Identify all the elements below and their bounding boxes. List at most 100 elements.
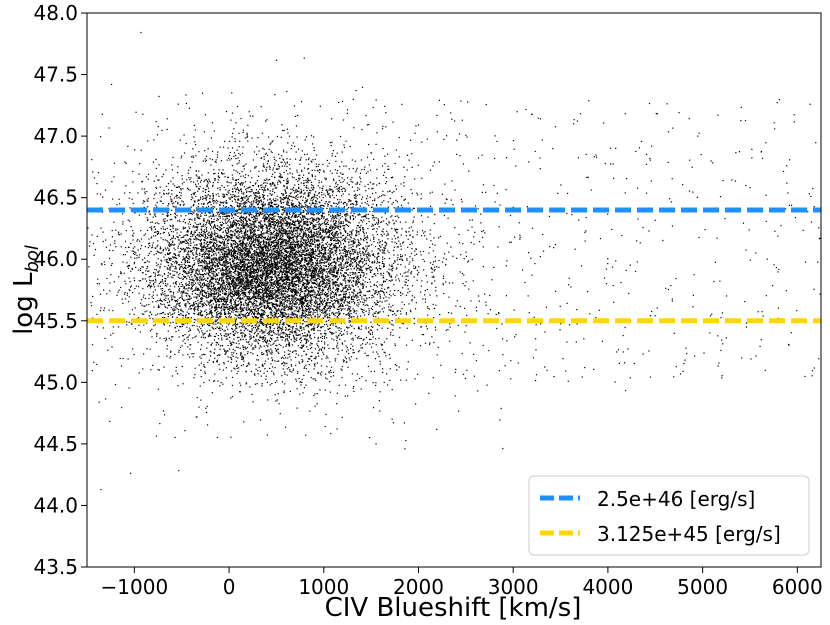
scatter-point [376, 268, 379, 270]
scatter-point [297, 334, 299, 336]
scatter-point [335, 222, 337, 224]
scatter-point [333, 217, 336, 220]
scatter-point [348, 286, 350, 288]
scatter-point [377, 270, 379, 272]
scatter-point [154, 324, 156, 326]
scatter-point [224, 330, 226, 332]
scatter-point [125, 247, 127, 249]
scatter-point [175, 229, 177, 231]
scatter-point [274, 187, 276, 189]
scatter-point [209, 288, 212, 290]
scatter-point [242, 250, 244, 252]
scatter-point [387, 191, 389, 193]
scatter-point [171, 164, 173, 166]
scatter-point [256, 312, 259, 314]
scatter-point [144, 278, 146, 280]
scatter-point [304, 223, 306, 225]
scatter-point [238, 160, 240, 162]
scatter-point [342, 187, 344, 189]
scatter-point [139, 254, 141, 256]
scatter-point [421, 234, 423, 237]
scatter-point [281, 241, 284, 243]
scatter-point [260, 321, 262, 323]
scatter-point [244, 272, 247, 274]
scatter-point [224, 264, 227, 267]
scatter-point [326, 296, 328, 298]
scatter-point [222, 262, 224, 264]
scatter-point [154, 222, 157, 224]
scatter-point [292, 278, 294, 280]
scatter-point [337, 353, 339, 355]
scatter-point [250, 240, 252, 242]
scatter-point [306, 210, 308, 212]
scatter-point [696, 196, 699, 198]
scatter-point [189, 264, 191, 267]
scatter-point [245, 323, 247, 325]
scatter-point [304, 311, 306, 313]
scatter-point [319, 294, 321, 296]
scatter-point [308, 251, 310, 253]
scatter-point [204, 366, 206, 368]
scatter-point [232, 221, 234, 223]
scatter-point [317, 263, 319, 265]
scatter-point [244, 282, 246, 284]
scatter-point [318, 293, 320, 295]
scatter-point [294, 283, 296, 285]
scatter-point [349, 324, 351, 326]
scatter-point [263, 233, 265, 235]
scatter-point [337, 238, 339, 241]
scatter-point [318, 297, 320, 299]
scatter-point [219, 385, 221, 387]
scatter-point [200, 399, 202, 401]
scatter-point [215, 333, 217, 335]
scatter-point [364, 264, 366, 266]
scatter-point [269, 325, 271, 328]
scatter-point [236, 232, 238, 234]
scatter-point [268, 351, 270, 353]
scatter-point [231, 327, 233, 330]
scatter-point [365, 190, 367, 192]
scatter-point [261, 249, 263, 251]
scatter-point [221, 272, 223, 274]
scatter-point [254, 275, 256, 277]
scatter-point [296, 334, 298, 336]
scatter-point [424, 301, 427, 303]
scatter-point [229, 234, 231, 236]
scatter-point [320, 292, 322, 294]
scatter-point [290, 246, 292, 248]
scatter-point [344, 246, 347, 248]
scatter-point [246, 269, 248, 271]
scatter-point [456, 153, 458, 156]
scatter-point [246, 284, 248, 287]
scatter-point [231, 266, 233, 268]
scatter-point [357, 271, 359, 274]
scatter-point [392, 121, 394, 123]
scatter-point [172, 274, 174, 276]
scatter-point [165, 249, 167, 251]
scatter-point [272, 253, 275, 255]
scatter-point [189, 265, 191, 268]
scatter-point [262, 296, 264, 298]
scatter-point [357, 275, 359, 277]
scatter-point [350, 264, 352, 266]
scatter-point [304, 278, 306, 280]
scatter-point [384, 163, 386, 165]
scatter-point [247, 198, 249, 200]
scatter-point [233, 221, 235, 223]
scatter-point [223, 226, 225, 229]
scatter-point [322, 189, 324, 191]
scatter-point [332, 270, 334, 272]
scatter-point [320, 258, 323, 261]
scatter-point [260, 246, 262, 248]
scatter-point [321, 213, 324, 215]
scatter-point [261, 255, 263, 257]
scatter-point [205, 159, 208, 162]
scatter-point [399, 273, 402, 275]
scatter-point [317, 244, 319, 247]
scatter-point [103, 261, 105, 263]
scatter-point [375, 204, 378, 206]
scatter-point [242, 227, 244, 230]
scatter-point [731, 179, 733, 181]
scatter-point [363, 302, 365, 304]
scatter-point [262, 324, 264, 327]
